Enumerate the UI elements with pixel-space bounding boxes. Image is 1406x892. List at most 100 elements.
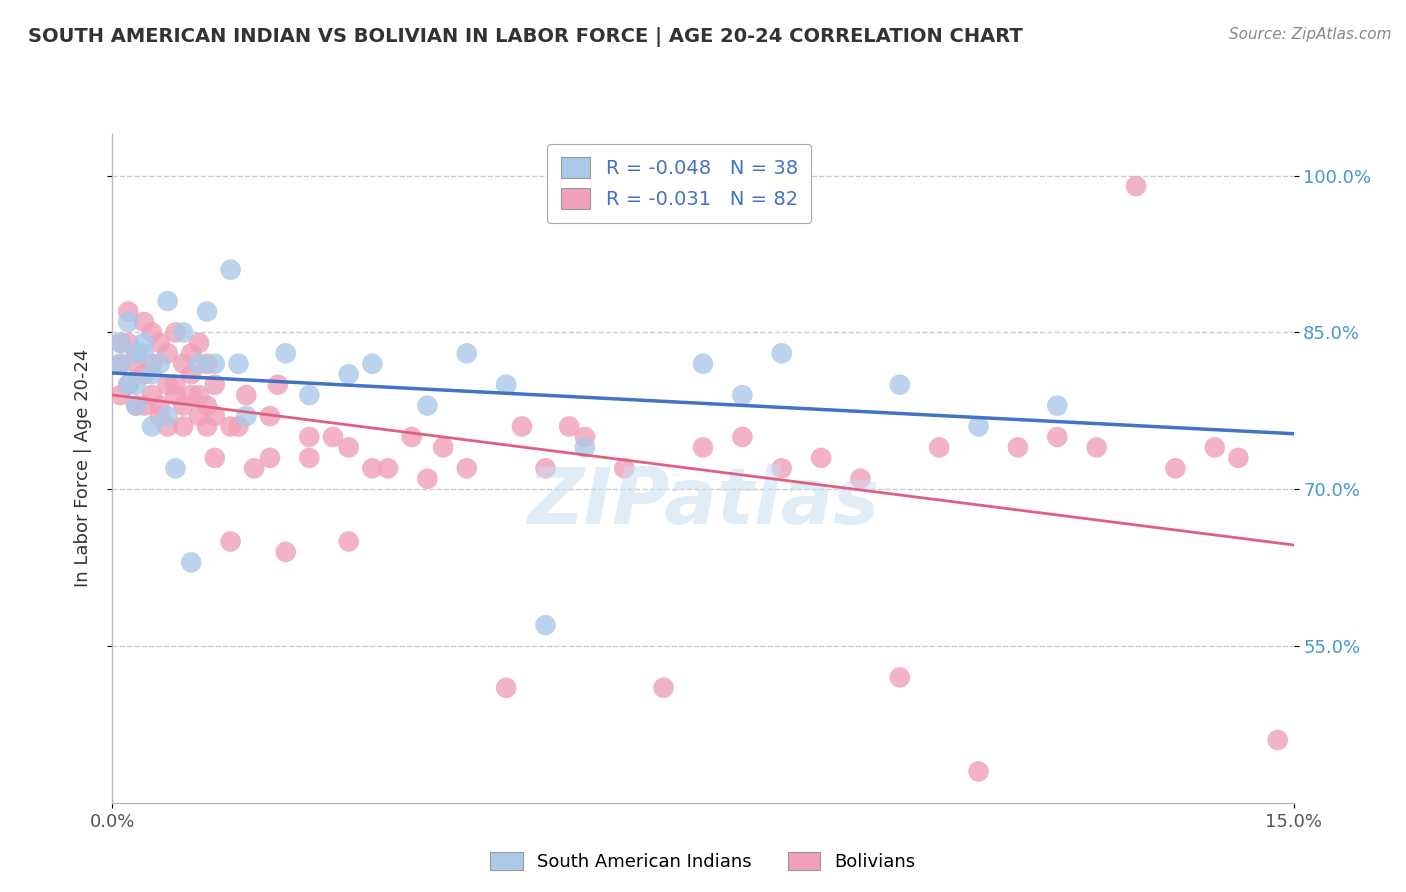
Point [235,388,257,402]
Point [770,346,793,360]
Point [110,335,132,350]
Point [204,357,226,371]
Point [172,326,194,340]
Point [1204,441,1226,455]
Point [149,357,172,371]
Point [1164,461,1187,475]
Text: Source: ZipAtlas.com: Source: ZipAtlas.com [1229,27,1392,42]
Point [165,377,187,392]
Point [219,534,242,549]
Point [401,430,423,444]
Point [1125,179,1147,194]
Point [172,399,194,413]
Point [141,368,163,382]
Point [652,681,675,695]
Point [165,326,187,340]
Point [110,388,132,402]
Point [195,357,218,371]
Point [156,409,179,423]
Point [141,388,163,402]
Point [337,368,360,382]
Point [188,409,211,423]
Point [149,409,172,423]
Point [125,346,148,360]
Point [967,419,990,434]
Point [416,399,439,413]
Point [267,377,290,392]
Point [1085,441,1108,455]
Y-axis label: In Labor Force | Age 20-24: In Labor Force | Age 20-24 [73,349,91,588]
Point [195,304,218,318]
Point [165,388,187,402]
Point [1046,399,1069,413]
Point [195,419,218,434]
Point [1267,733,1289,747]
Point [141,357,163,371]
Point [432,441,454,455]
Point [172,357,194,371]
Point [117,315,139,329]
Point [117,377,139,392]
Point [219,419,242,434]
Point [243,461,266,475]
Legend: R = -0.048   N = 38, R = -0.031   N = 82: R = -0.048 N = 38, R = -0.031 N = 82 [547,144,811,223]
Point [132,315,155,329]
Point [188,335,211,350]
Point [117,304,139,318]
Point [125,346,148,360]
Point [132,346,155,360]
Point [125,377,148,392]
Point [692,357,714,371]
Point [456,346,478,360]
Point [132,368,155,382]
Point [110,357,132,371]
Point [692,441,714,455]
Point [1046,430,1069,444]
Point [574,441,596,455]
Point [274,545,297,559]
Point [125,357,148,371]
Point [110,335,132,350]
Point [156,419,179,434]
Point [361,357,384,371]
Point [228,419,250,434]
Point [810,450,832,465]
Point [259,409,281,423]
Point [110,357,132,371]
Point [613,461,636,475]
Point [132,335,155,350]
Point [534,461,557,475]
Point [574,430,596,444]
Point [416,472,439,486]
Point [1007,441,1029,455]
Point [165,461,187,475]
Legend: South American Indians, Bolivians: South American Indians, Bolivians [482,845,924,879]
Point [274,346,297,360]
Point [377,461,399,475]
Point [195,399,218,413]
Point [188,357,211,371]
Point [204,409,226,423]
Point [889,377,911,392]
Point [228,357,250,371]
Point [235,409,257,423]
Text: SOUTH AMERICAN INDIAN VS BOLIVIAN IN LABOR FORCE | AGE 20-24 CORRELATION CHART: SOUTH AMERICAN INDIAN VS BOLIVIAN IN LAB… [28,27,1024,46]
Point [731,388,754,402]
Point [132,399,155,413]
Point [259,450,281,465]
Point [298,450,321,465]
Point [337,534,360,549]
Point [322,430,344,444]
Point [149,399,172,413]
Point [156,346,179,360]
Point [180,346,202,360]
Point [117,335,139,350]
Point [495,681,517,695]
Point [298,430,321,444]
Point [361,461,384,475]
Point [141,326,163,340]
Point [558,419,581,434]
Point [510,419,533,434]
Point [125,399,148,413]
Point [204,450,226,465]
